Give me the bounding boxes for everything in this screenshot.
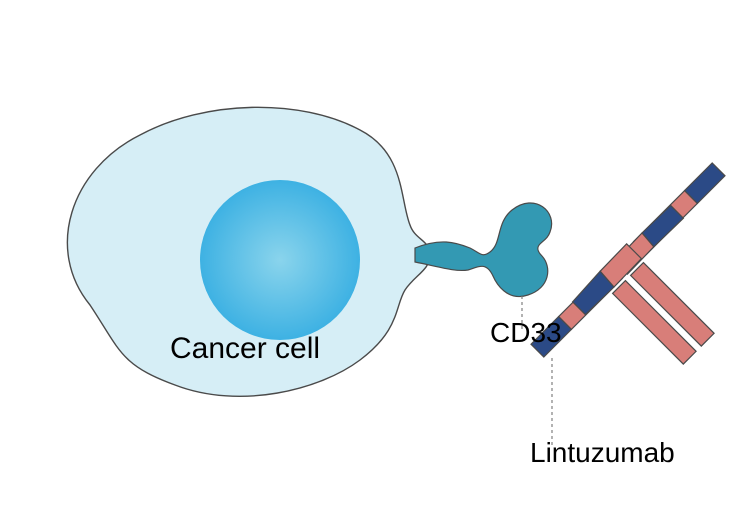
cd33-receptor [415,203,552,297]
cancer-cell-label: Cancer cell [170,332,320,366]
cd33-label: CD33 [490,317,562,349]
antibody-upper-heavy-tip [685,163,725,203]
cell-nucleus [200,180,360,340]
diagram-stage: Cancer cell CD33 Lintuzumab [0,0,734,517]
lintuzumab-label: Lintuzumab [530,437,675,469]
